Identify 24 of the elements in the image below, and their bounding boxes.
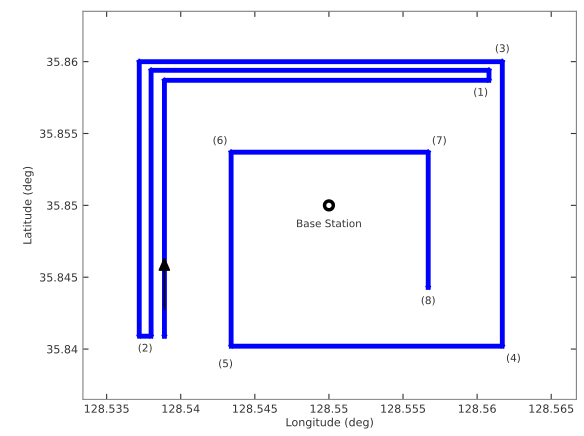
x-tick-label: 128.535 [84, 404, 129, 413]
point [322, 199, 336, 212]
y-tick-label: 35.85 [47, 201, 78, 210]
annotation: (1) [474, 88, 488, 98]
annotation: (3) [496, 44, 509, 54]
x-tick-label: 128.56 [458, 404, 496, 413]
x-tick-label: 128.55 [310, 404, 348, 413]
series-label: Base Station [297, 219, 361, 228]
y-tick-label: 35.855 [40, 129, 78, 138]
x-tick-label: 128.565 [529, 404, 574, 413]
y-tick-label: 35.86 [47, 58, 78, 66]
annotation: (7) [432, 136, 446, 146]
annotation: (4) [506, 354, 520, 363]
annotation: (2) [138, 344, 152, 353]
x-tick-label: 128.545 [233, 404, 277, 413]
y-tick-label: 35.84 [47, 345, 78, 354]
annotation: (8) [422, 296, 435, 306]
y-tick-label: 35.845 [40, 273, 78, 282]
annotation: (6) [214, 136, 226, 146]
y-axis-title: Latitude (deg) [22, 166, 34, 244]
x-tick-label: 128.555 [381, 404, 426, 413]
x-axis-title: Longitude (deg) [286, 418, 373, 429]
annotation: (5) [219, 359, 232, 369]
x-tick-label: 128.54 [162, 404, 200, 413]
